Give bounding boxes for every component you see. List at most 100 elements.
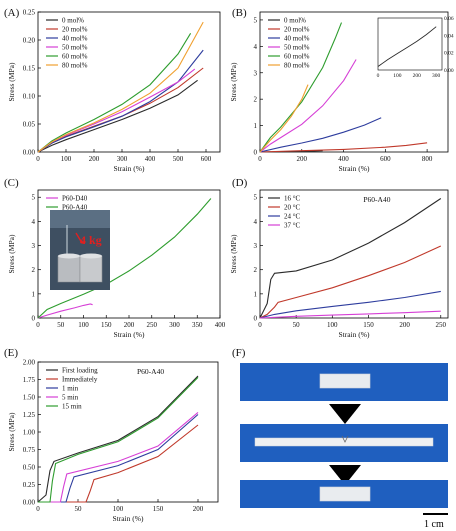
y-tick-label-a: 0.10: [23, 93, 36, 101]
x-tick-label-e: 100: [113, 505, 124, 513]
x-tick-label-b: 800: [422, 155, 433, 163]
x-tick-label-e: 0: [36, 505, 40, 513]
series-line-d-2: [259, 290, 441, 319]
y-tick-label-e: 2.00: [23, 359, 36, 367]
series-line-e-3: [38, 411, 199, 503]
x-tick-label-b: 0: [258, 155, 262, 163]
series-line-d-1: [259, 245, 442, 319]
legend-label-d-1: 20 °C: [284, 204, 301, 212]
y-tick-label-d: 4: [254, 218, 258, 226]
series-line-d-3: [259, 310, 441, 319]
y-tick-label-e: 0.00: [23, 499, 36, 507]
chart-title-d: P60-A40: [363, 195, 390, 204]
series-line-a-5: [37, 21, 204, 153]
x-axis-label-c: Strain (%): [113, 330, 145, 339]
strip-healed: [319, 486, 371, 502]
x-tick-label-e: 200: [193, 505, 204, 513]
y-tick-label-a: 0.15: [23, 65, 36, 73]
inset-series-line-0: [377, 26, 437, 67]
charts-layer: 0 100 200 300 400 500 6000.000.050.100.150.200…: [7, 9, 454, 524]
x-tick-label-a: 0: [36, 155, 40, 163]
series-line-a-2: [37, 49, 204, 153]
x-axis-label-e: Strain (%): [112, 514, 144, 523]
x-tick-label-a: 600: [201, 155, 212, 163]
x-tick-label-c: 100: [78, 321, 89, 329]
weight-label: 4 kg: [80, 233, 102, 247]
legend-label-e-3: 5 min: [62, 394, 79, 402]
x-tick-label-a: 100: [61, 155, 72, 163]
series-line-a-4: [37, 33, 192, 153]
x-tick-label-b: 200: [297, 155, 308, 163]
inset-frame: [377, 17, 443, 71]
x-tick-label-b: 400: [338, 155, 349, 163]
x-tick-label-c: 400: [215, 321, 226, 329]
series-line-b-5: [259, 84, 309, 153]
y-tick-label-a: 0.20: [23, 37, 36, 45]
legend-label-b-2: 40 mol%: [284, 35, 310, 43]
x-tick-label-a: 200: [89, 155, 100, 163]
x-tick-label-b: 600: [380, 155, 391, 163]
x-tick-label-c: 0: [36, 321, 40, 329]
chart-a: 0 100 200 300 400 500 600 0.00 0.05 0.10 0.15 0.20 0…: [7, 9, 221, 173]
healing-photos: 1 cm: [240, 363, 448, 530]
series-line-a-0: [37, 79, 198, 153]
legend-label-b-0: 0 mol%: [284, 17, 306, 25]
x-tick-label-c: 200: [124, 321, 135, 329]
legend-label-e-0: First loading: [62, 367, 98, 375]
inset-x-tick-label: 100: [393, 73, 402, 79]
y-tick-label-e: 0.25: [23, 481, 36, 489]
series-line-e-4: [38, 377, 199, 503]
plot-frame-d: [259, 189, 449, 319]
y-tick-label-e: 1.75: [23, 376, 36, 384]
series-line-e-1: [38, 424, 199, 503]
series-line-d-0: [259, 198, 442, 319]
y-tick-label-b: 1: [254, 122, 258, 130]
panel-label-a: (A): [4, 7, 20, 19]
y-tick-label-b: 4: [254, 43, 258, 51]
legend-label-c-1: P60-A40: [62, 204, 88, 212]
x-tick-label-a: 400: [145, 155, 156, 163]
y-tick-label-c: 2: [32, 266, 36, 274]
x-tick-label-e: 150: [153, 505, 164, 513]
panel-label-f: (F): [232, 347, 246, 359]
series-line-e-2: [38, 414, 199, 503]
legend-label-e-2: 1 min: [62, 385, 79, 393]
x-axis-label-a: Strain (%): [113, 164, 145, 173]
inset-y-tick-label: 0.00: [444, 68, 454, 74]
x-tick-label-d: 0: [258, 321, 262, 329]
x-tick-label-d: 50: [293, 321, 301, 329]
y-tick-label-a: 0.05: [23, 121, 36, 129]
y-tick-label-e: 0.50: [23, 464, 36, 472]
legend-label-a-0: 0 mol%: [62, 17, 84, 25]
y-tick-label-a: 0.25: [23, 9, 36, 17]
panel-label-c: (C): [4, 177, 19, 189]
chart-title-e: P60-A40: [137, 367, 164, 376]
x-tick-label-c: 350: [192, 321, 203, 329]
y-tick-label-c: 5: [32, 194, 36, 202]
series-line-b-2: [259, 117, 382, 153]
y-tick-label-d: 3: [254, 242, 258, 250]
series-line-b-1: [259, 142, 428, 153]
x-tick-label-c: 50: [57, 321, 65, 329]
y-axis-label-e: Stress (MPa): [7, 412, 16, 451]
y-tick-label-e: 1.50: [23, 394, 36, 402]
y-axis-label-b: Stress (MPa): [229, 62, 238, 101]
x-axis-label-d: Strain (%): [338, 330, 370, 339]
y-axis-label-c: Stress (MPa): [7, 234, 16, 273]
chart-c: 0 50 100 150 200 250 300 350 400 0 1 2 3 4 5 Strain (%)…: [7, 189, 226, 339]
legend-label-d-2: 24 °C: [284, 213, 301, 221]
series-line-e-0: [37, 375, 199, 503]
x-axis-label-b: Strain (%): [338, 164, 370, 173]
y-axis-label-d: Stress (MPa): [229, 234, 238, 273]
x-tick-label-d: 250: [436, 321, 447, 329]
scale-bar-label: 1 cm: [424, 519, 444, 530]
x-tick-label-c: 250: [147, 321, 158, 329]
legend-label-b-3: 50 mol%: [284, 44, 310, 52]
series-line-a-3: [37, 68, 196, 153]
legend-label-e-1: Immediately: [62, 376, 98, 384]
x-tick-label-c: 150: [101, 321, 112, 329]
y-tick-label-b: 3: [254, 69, 258, 77]
arrow-down-icon: [329, 404, 361, 424]
plot-frame-a: [37, 11, 221, 153]
